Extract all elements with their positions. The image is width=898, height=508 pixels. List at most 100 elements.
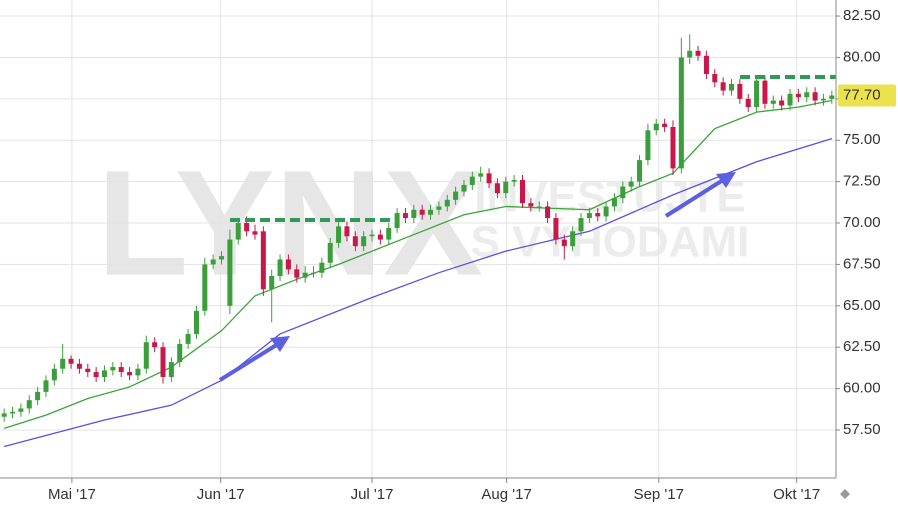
candle-body [60,358,66,369]
candle-body [386,227,392,240]
candle-body [662,123,668,127]
candle-body [570,231,576,247]
candle-body [185,333,191,344]
x-tick-label: Jul '17 [351,486,394,503]
moving-average [3,99,832,429]
candle-body [637,160,643,182]
candle-body [586,213,592,219]
candle-body [219,256,225,260]
y-tick-label: 65.00 [843,297,881,314]
candle-body [361,236,367,247]
candle-body [252,231,258,235]
candle-body [118,367,124,373]
candle-body [653,123,659,131]
x-tick-label: Sep '17 [634,486,684,503]
candle-body [820,98,826,101]
moving-average [4,137,833,448]
candle-body [160,347,166,378]
candle-body [595,213,601,217]
candle-body [35,391,41,401]
candle-body [536,206,542,208]
candle-body [244,223,250,232]
candle-body [469,176,475,185]
candle-body [235,223,241,240]
candle-body [202,264,208,311]
candle-body [770,100,776,104]
candle-body [754,80,760,108]
candle-body [745,98,751,108]
candle-body [68,358,74,364]
candle-body [10,411,16,414]
candle-body [804,92,810,98]
candle-body [419,209,425,215]
candle-body [285,259,291,270]
candle-body [411,209,417,219]
candle-body [101,370,108,378]
candle-body [494,183,500,194]
candle-body [611,198,617,207]
y-tick-label: 75.00 [843,131,881,148]
candle-body [645,130,651,161]
candle-body [135,368,141,376]
scroll-icon[interactable] [840,489,850,499]
candle-body [352,236,358,247]
candle-body [394,213,400,228]
candle-body [18,408,24,412]
candle-body [728,83,735,91]
candle-body [444,199,450,207]
candle-body [620,186,626,199]
candle-body [695,50,701,56]
x-tick-label: Aug '17 [481,486,531,503]
candle-body [478,173,484,177]
x-tick-label: Mai '17 [48,486,96,503]
candle-body [336,226,342,243]
candle-body [553,218,559,240]
y-tick-label: 80.00 [843,48,881,65]
candle-body [670,126,676,169]
candle-body [712,74,718,83]
last-price-label: 77.70 [843,87,881,104]
candle-body [762,80,768,104]
last-price-box [838,84,896,107]
candle-body [528,203,534,207]
candle-body [503,181,509,194]
candle-body [210,259,216,265]
candle-body [327,242,333,263]
candle-body [193,310,199,334]
candle-body [436,206,442,210]
candle-body [703,55,709,75]
x-tick-label: Okt '17 [773,486,820,503]
candle-body [578,218,584,232]
candle-body [260,231,266,290]
candle-body [319,262,325,273]
candle-body [461,184,467,192]
candle-body [795,93,801,98]
candle-body [377,234,383,240]
candle-body [812,92,818,101]
candle-body [402,213,408,219]
x-tick-label: Jun '17 [197,486,245,503]
candle-body [486,173,492,184]
y-tick-label: 82.50 [843,7,881,24]
candle-body [127,372,133,376]
candle-body [277,259,283,277]
y-tick-label: 62.50 [843,338,881,355]
candle-body [561,239,567,247]
candle-body [26,400,32,409]
trend-arrow [218,172,736,382]
y-tick-label: 70.00 [843,214,881,231]
candle-body [43,380,49,392]
y-tick-label: 57.50 [843,421,881,438]
candle-body [294,269,300,278]
candle-body [269,276,275,290]
candle-body [85,368,91,373]
candle-body [453,191,459,200]
candle-body [51,368,57,381]
watermark-tagline: S VÝHODAMI [471,217,750,267]
watermark-tagline: INVESTUJTE [474,173,745,222]
candle-body [168,362,174,378]
candle-body [628,181,634,187]
candle-body [779,100,785,106]
